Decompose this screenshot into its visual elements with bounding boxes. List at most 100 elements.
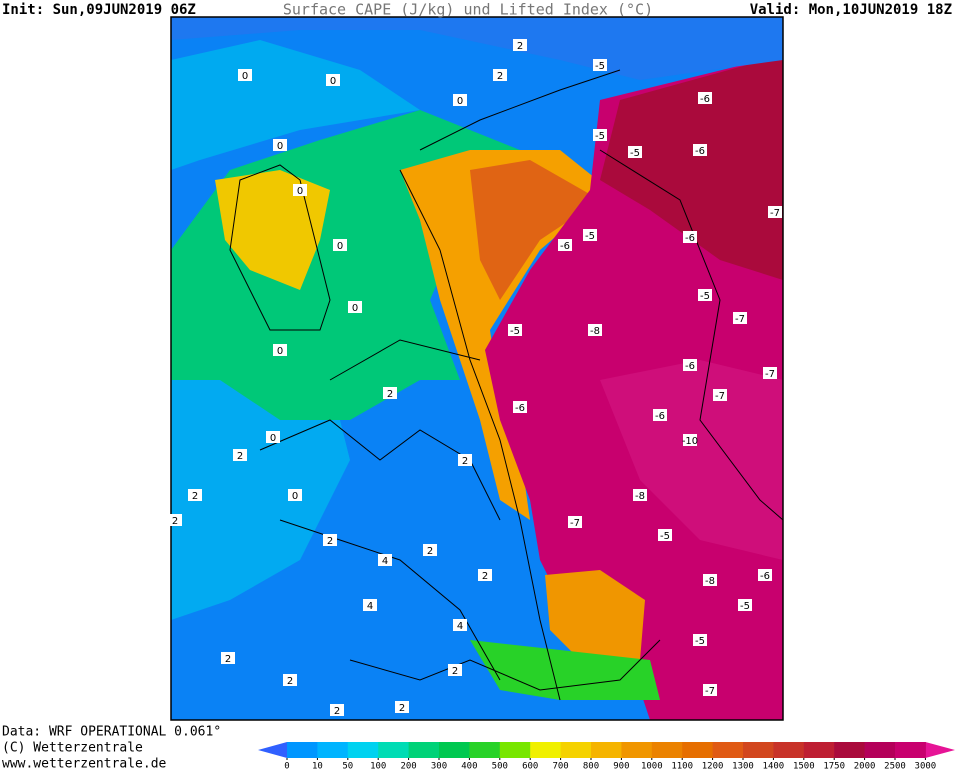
contour-label-box	[558, 239, 572, 251]
contour-label: 2	[517, 41, 523, 52]
contour-label-box	[733, 312, 747, 324]
map	[170, 16, 784, 721]
colorbar-tick-label: 2500	[884, 762, 906, 771]
contour-label-box	[683, 231, 697, 243]
contour-label-box	[423, 544, 437, 556]
contour-label-box	[238, 69, 252, 81]
contour-label-box	[233, 449, 247, 461]
contour-label-box	[768, 206, 782, 218]
contour-label-box	[763, 367, 777, 379]
contour-label: 2	[327, 536, 333, 547]
colorbar-tick-label: 1500	[793, 762, 815, 771]
contour-label: -5	[660, 531, 670, 542]
colorbar-box	[864, 742, 896, 758]
colorbar-tick-label: 1000	[641, 762, 663, 771]
contour-label: 2	[452, 666, 458, 677]
valid-time: Valid: Mon,10JUN2019 18Z	[750, 2, 952, 18]
colorbar-tick-label: 900	[613, 762, 629, 771]
contour-label: -7	[735, 314, 745, 325]
colorbar-box	[347, 742, 379, 758]
contour-label: -8	[635, 491, 645, 502]
contour-label: 4	[367, 601, 373, 612]
colorbar-tick-label: 500	[492, 762, 508, 771]
contour-label: -5	[740, 601, 750, 612]
contour-label-box	[383, 387, 397, 399]
contour-label-box	[273, 344, 287, 356]
colorbar-tick-label: 200	[400, 762, 416, 771]
contour-label-box	[583, 229, 597, 241]
contour-label-box	[693, 144, 707, 156]
contour-label-box	[478, 569, 492, 581]
colorbar-tick-label: 300	[431, 762, 447, 771]
contour-label: -5	[595, 61, 605, 72]
contour-label: 0	[270, 433, 276, 444]
contour-label-box	[266, 431, 280, 443]
contour-label: 0	[330, 76, 336, 87]
contour-label-box	[653, 409, 667, 421]
contour-label-box	[293, 184, 307, 196]
contour-label-box	[453, 619, 467, 631]
contour-label: 2	[237, 451, 243, 462]
contour-label: -6	[560, 241, 570, 252]
contour-label-box	[458, 454, 472, 466]
contour-label: 4	[382, 556, 388, 567]
colorbar-tick-label: 1200	[702, 762, 724, 771]
colorbar-high-arrow	[925, 742, 955, 758]
contour-label-box	[348, 301, 362, 313]
contour-label: -7	[765, 369, 775, 380]
contour-label: 0	[337, 241, 343, 252]
colorbar-box	[530, 742, 562, 758]
colorbar-tick-label: 1300	[732, 762, 754, 771]
contour-label-box	[508, 324, 522, 336]
contour-label: -6	[760, 571, 770, 582]
colorbar-tick-label: 3000	[915, 762, 937, 771]
contour-label-box	[568, 516, 582, 528]
contour-label-box	[683, 434, 697, 446]
contour-label: 2	[225, 654, 231, 665]
contour-label-box	[326, 74, 340, 86]
contour-label-box	[513, 39, 527, 51]
contour-label-box	[513, 401, 527, 413]
contour-label: -7	[715, 391, 725, 402]
colorbar-tick-label: 2000	[854, 762, 876, 771]
contour-label: 0	[242, 71, 248, 82]
colorbar-tick-label: 400	[461, 762, 477, 771]
contour-label: -8	[590, 326, 600, 337]
contour-label-box	[698, 92, 712, 104]
colorbar-tick-label: 50	[342, 762, 353, 771]
contour-label: 0	[277, 346, 283, 357]
contour-label-box	[758, 569, 772, 581]
colorbar-box	[469, 742, 501, 758]
contour-label-box	[323, 534, 337, 546]
colorbar-tick-label: 1400	[763, 762, 785, 771]
contour-label-box	[658, 529, 672, 541]
colorbar-box	[378, 742, 410, 758]
copyright: (C) Wetterzentrale	[2, 741, 143, 756]
contour-label: 2	[497, 71, 503, 82]
contour-label-box	[703, 684, 717, 696]
colorbar-tick-label: 10	[312, 762, 323, 771]
colorbar-box	[408, 742, 440, 758]
contour-label: -10	[682, 436, 698, 447]
colorbar-box	[712, 742, 744, 758]
contour-label: 0	[297, 186, 303, 197]
contour-label: 2	[172, 516, 178, 527]
contour-label: 2	[287, 676, 293, 687]
colorbar-box	[803, 742, 835, 758]
contour-label-box	[703, 574, 717, 586]
colorbar-box	[834, 742, 866, 758]
contour-label: 0	[352, 303, 358, 314]
contour-label-box	[363, 599, 377, 611]
contour-label: -6	[700, 94, 710, 105]
colorbar-box	[651, 742, 683, 758]
colorbar-box	[743, 742, 774, 758]
contour-label: 0	[292, 491, 298, 502]
colorbar-tick-label: 1750	[823, 762, 845, 771]
contour-label-box	[633, 489, 647, 501]
colorbar-tick-label: 100	[370, 762, 386, 771]
website: www.wetterzentrale.de	[2, 757, 167, 771]
contour-label: 2	[462, 456, 468, 467]
contour-label: 0	[277, 141, 283, 152]
contour-label-box	[283, 674, 297, 686]
